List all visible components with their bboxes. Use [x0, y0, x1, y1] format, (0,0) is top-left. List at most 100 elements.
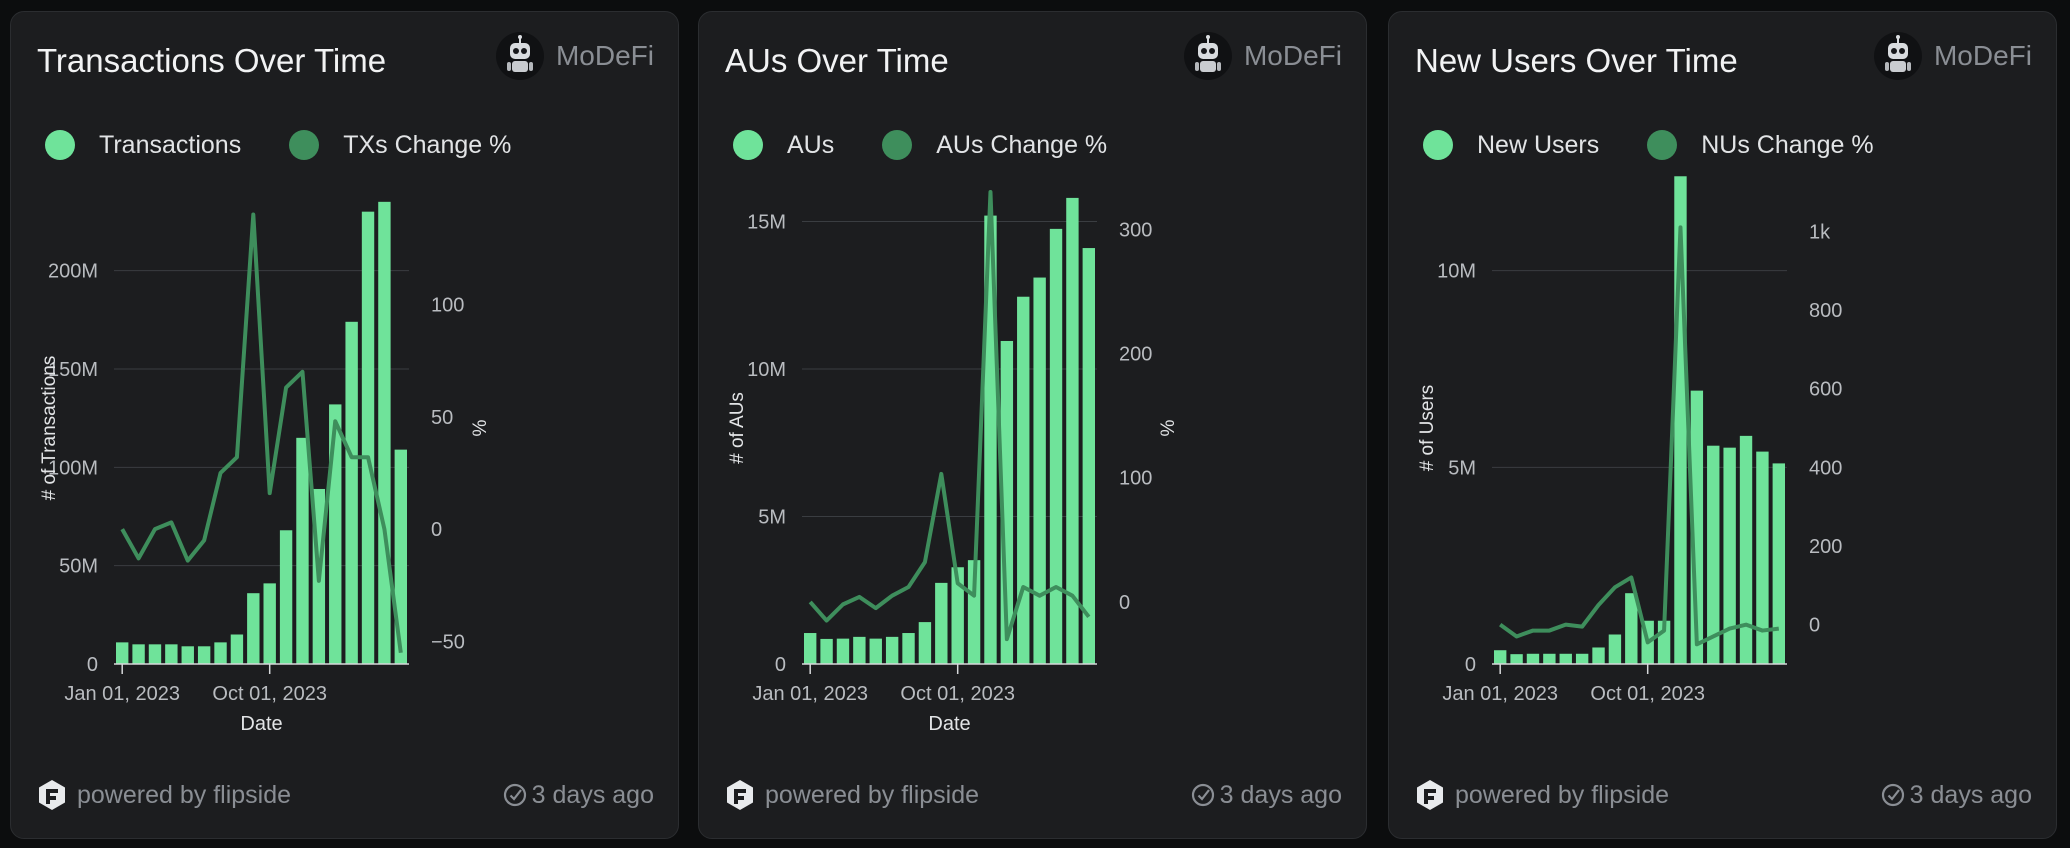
change-line: [808, 190, 1091, 642]
powered-by-text: powered by flipside: [765, 780, 980, 809]
bar: [116, 642, 129, 664]
legend-item-bars[interactable]: AUs: [733, 130, 834, 160]
bar: [885, 636, 899, 664]
last-updated: 3 days ago: [1190, 781, 1342, 810]
check-circle-icon: [1191, 783, 1214, 807]
author-name[interactable]: MoDeFi: [1933, 40, 2032, 71]
bar: [378, 201, 391, 665]
chart-plot: 0 5M 10M 15M 0 100 200 300 Jan 01, 2023 Oct 01, 2…: [727, 190, 1179, 735]
legend-item-line[interactable]: NUs Change %: [1647, 130, 1874, 160]
bar: [1510, 654, 1523, 664]
bar: [148, 644, 162, 664]
y2-axis-title: %: [1158, 419, 1179, 436]
author-name[interactable]: MoDeFi: [1243, 40, 1342, 71]
legend-swatch-line: [289, 130, 320, 160]
check-circle-icon: [1881, 783, 1904, 807]
bar: [951, 567, 964, 664]
card-title: New Users Over Time: [1415, 42, 1738, 79]
powered-by-link[interactable]: powered by flipside: [725, 779, 979, 811]
y2-tick-label: 0: [1119, 592, 1130, 614]
y2-tick-label: 50: [431, 407, 453, 429]
card-title: AUs Over Time: [725, 42, 949, 79]
check-circle-icon: [503, 783, 526, 807]
card-footer: powered by flipside 3 days ago: [37, 778, 654, 812]
x-axis-title: Date: [928, 713, 970, 735]
bar: [1559, 653, 1572, 664]
bar: [1608, 634, 1622, 664]
bar: [247, 593, 260, 664]
bar: [1592, 647, 1605, 664]
change-line: [120, 212, 403, 654]
y2-tick-label: 0: [1809, 615, 1820, 637]
legend-swatch-bar: [45, 130, 75, 160]
chart-legend: New Users NUs Change %: [1423, 130, 1922, 160]
bar: [836, 638, 850, 664]
y-tick-label: 200M: [48, 261, 98, 283]
y2-tick-label: 0: [431, 519, 442, 541]
x-tick-label: Jan 01, 2023: [1442, 683, 1558, 705]
flipside-logo-icon: [1417, 780, 1443, 810]
card-title: Transactions Over Time: [37, 42, 387, 79]
legend-label: AUs Change %: [936, 130, 1108, 159]
bar: [1756, 451, 1769, 664]
chart-card-new-users: New Users Over Time MoDeFi New Users NUs…: [1388, 11, 2057, 839]
x-tick-label: Oct 01, 2023: [212, 683, 327, 705]
bar: [1575, 653, 1589, 664]
robot-avatar-icon: [495, 32, 544, 80]
flipside-logo-icon: [39, 780, 65, 810]
bar: [1017, 296, 1030, 664]
y-tick-label: 50M: [59, 556, 98, 578]
bar: [1707, 445, 1720, 664]
bar: [263, 583, 276, 664]
author-badge[interactable]: MoDeFi: [1183, 30, 1342, 82]
y2-axis-title: %: [470, 419, 491, 436]
y-tick-label: 5M: [758, 507, 786, 529]
powered-by-text: powered by flipside: [1455, 780, 1670, 809]
y-tick-label: 15M: [747, 212, 786, 234]
bar: [869, 638, 882, 664]
author-badge[interactable]: MoDeFi: [495, 30, 654, 82]
legend-item-bars[interactable]: New Users: [1423, 130, 1599, 160]
x-axis-title: Date: [240, 713, 282, 735]
y2-tick-label: 200: [1119, 343, 1152, 365]
bar: [935, 582, 948, 664]
y-tick-label: 0: [775, 654, 786, 676]
y2-tick-label: −50: [431, 632, 465, 654]
legend-label: New Users: [1477, 130, 1600, 159]
bar: [804, 633, 817, 664]
bar: [197, 646, 211, 664]
bar: [132, 644, 145, 664]
y-axis-title: # of AUs: [727, 392, 748, 464]
y2-tick-label: 100: [431, 294, 464, 316]
chart-card-transactions: Transactions Over Time MoDeFi Transactio…: [10, 11, 679, 839]
legend-item-line[interactable]: TXs Change %: [289, 130, 511, 160]
powered-by-link[interactable]: powered by flipside: [37, 779, 291, 811]
author-name[interactable]: MoDeFi: [555, 40, 654, 71]
chart-legend: Transactions TXs Change %: [45, 130, 559, 160]
updated-text: 3 days ago: [531, 780, 654, 809]
last-updated: 3 days ago: [502, 781, 654, 810]
bar: [820, 638, 833, 664]
legend-item-bars[interactable]: Transactions: [45, 130, 241, 160]
bar: [214, 642, 227, 664]
bar: [394, 449, 407, 664]
powered-by-link[interactable]: powered by flipside: [1415, 779, 1669, 811]
card-footer: powered by flipside 3 days ago: [1415, 778, 2032, 812]
legend-item-line[interactable]: AUs Change %: [882, 130, 1107, 160]
bar: [902, 633, 915, 664]
bar: [1723, 447, 1736, 664]
bar: [1739, 435, 1753, 664]
author-badge[interactable]: MoDeFi: [1873, 30, 2032, 82]
robot-avatar-icon: [1183, 32, 1232, 80]
bar: [1066, 197, 1079, 664]
y-tick-label: 0: [87, 654, 98, 676]
y2-tick-label: 300: [1119, 219, 1152, 241]
bar: [1526, 653, 1540, 664]
card-footer: powered by flipside 3 days ago: [725, 778, 1342, 812]
robot-avatar-icon: [1873, 32, 1922, 80]
updated-text: 3 days ago: [1219, 780, 1342, 809]
legend-swatch-bar: [1423, 130, 1453, 160]
bar: [1772, 463, 1785, 664]
y2-tick-label: 600: [1809, 379, 1842, 401]
bar: [1033, 277, 1046, 664]
